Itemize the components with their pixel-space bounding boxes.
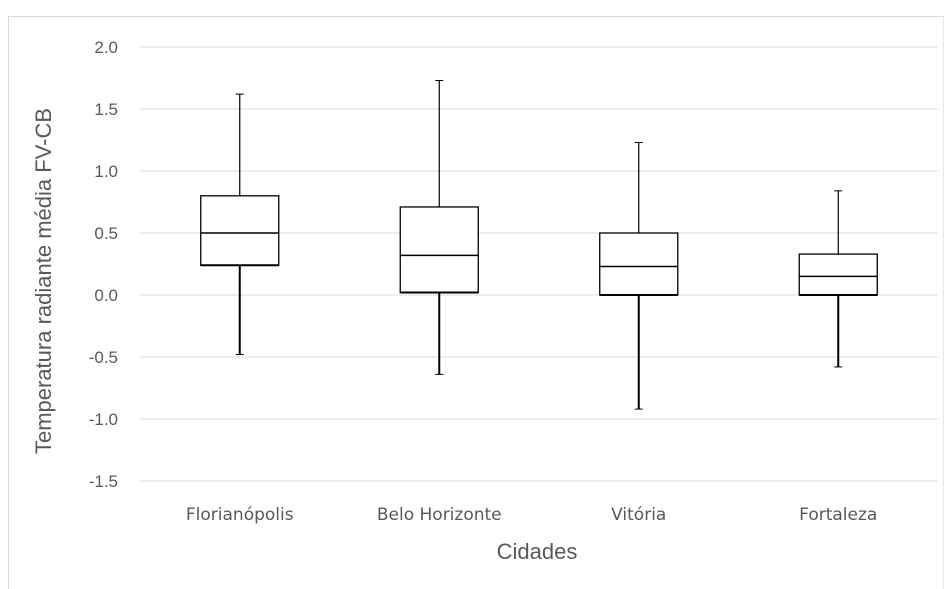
- y-tick-label: 2.0: [94, 38, 118, 57]
- y-tick-label: -0.5: [89, 348, 118, 367]
- box-3: [599, 141, 679, 410]
- box-2: [399, 79, 479, 375]
- x-category-label: Fortaleza: [799, 505, 877, 525]
- chart-frame: [8, 16, 944, 589]
- y-axis-tick-labels: 2.0 1.5 1.0 0.5 0.0 -0.5 -1.0 -1.5: [89, 38, 118, 491]
- y-axis-title: Temperatura radiante média FV-CB: [31, 108, 56, 454]
- iqr-box: [798, 253, 878, 296]
- x-category-label: Vitória: [611, 505, 666, 525]
- x-category-label: Florianópolis: [186, 505, 294, 525]
- iqr-box: [200, 195, 280, 266]
- y-tick-label: -1.5: [89, 472, 118, 491]
- y-tick-label: 0.5: [94, 224, 118, 243]
- box-4: [798, 190, 878, 368]
- iqr-box: [399, 206, 479, 294]
- y-tick-label: 1.0: [94, 162, 118, 181]
- y-tick-label: 0.0: [94, 286, 118, 305]
- x-axis-category-labels: Florianópolis Belo Horizonte Vitória Fortal…: [186, 505, 877, 525]
- box-1: [200, 93, 280, 356]
- x-axis-title: Cidades: [497, 539, 578, 564]
- y-tick-label: 1.5: [94, 100, 118, 119]
- iqr-box: [599, 232, 679, 296]
- x-category-label: Belo Horizonte: [377, 505, 502, 525]
- boxes: [200, 79, 878, 410]
- y-tick-label: -1.0: [89, 410, 118, 429]
